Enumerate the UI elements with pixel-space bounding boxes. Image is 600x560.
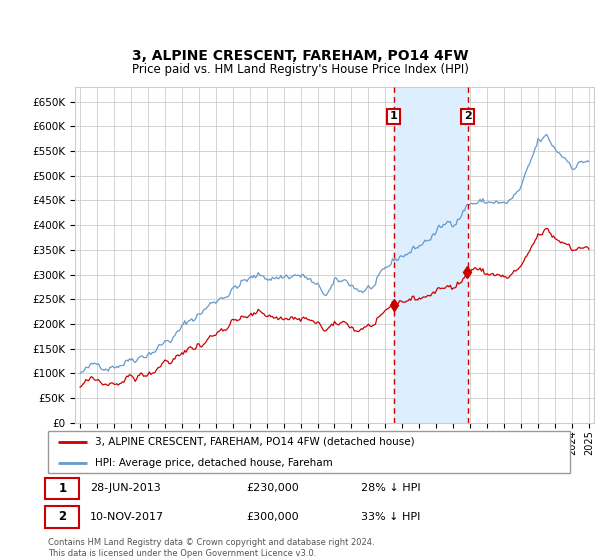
Text: 2: 2 (464, 111, 472, 122)
Text: 3, ALPINE CRESCENT, FAREHAM, PO14 4FW (detached house): 3, ALPINE CRESCENT, FAREHAM, PO14 4FW (d… (95, 437, 415, 447)
FancyBboxPatch shape (46, 506, 79, 528)
Text: 1: 1 (58, 482, 67, 494)
FancyBboxPatch shape (46, 478, 79, 499)
Text: 33% ↓ HPI: 33% ↓ HPI (361, 512, 421, 522)
Text: £300,000: £300,000 (247, 512, 299, 522)
Text: 10-NOV-2017: 10-NOV-2017 (90, 512, 164, 522)
Text: 1: 1 (390, 111, 398, 122)
FancyBboxPatch shape (48, 431, 570, 473)
Text: Price paid vs. HM Land Registry's House Price Index (HPI): Price paid vs. HM Land Registry's House … (131, 63, 469, 77)
Text: 28% ↓ HPI: 28% ↓ HPI (361, 483, 421, 493)
Text: 28-JUN-2013: 28-JUN-2013 (90, 483, 161, 493)
Text: HPI: Average price, detached house, Fareham: HPI: Average price, detached house, Fare… (95, 458, 333, 468)
Text: Contains HM Land Registry data © Crown copyright and database right 2024.
This d: Contains HM Land Registry data © Crown c… (48, 538, 374, 558)
Text: 2: 2 (58, 511, 67, 524)
Text: 3, ALPINE CRESCENT, FAREHAM, PO14 4FW: 3, ALPINE CRESCENT, FAREHAM, PO14 4FW (132, 49, 468, 63)
Text: £230,000: £230,000 (247, 483, 299, 493)
